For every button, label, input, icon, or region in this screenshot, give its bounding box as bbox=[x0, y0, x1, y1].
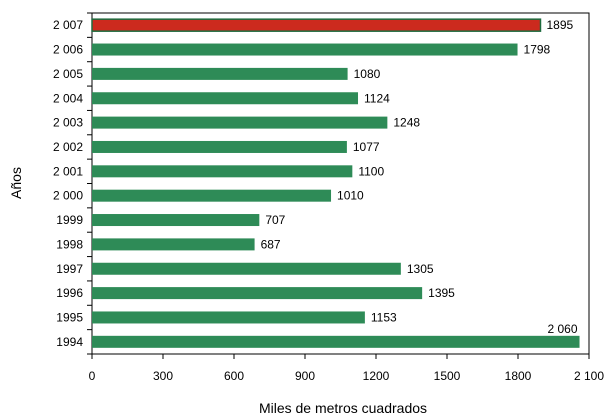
x-tick-label-1500: 1500 bbox=[434, 369, 461, 383]
x-tick-label-2100: 2 100 bbox=[574, 369, 604, 383]
x-tick-label-900: 900 bbox=[295, 369, 315, 383]
value-label-2007: 1895 bbox=[546, 18, 573, 32]
x-tick-label-0: 0 bbox=[89, 369, 96, 383]
value-label-1996: 1395 bbox=[428, 286, 455, 300]
value-label-1997: 1305 bbox=[407, 262, 434, 276]
y-tick-label-1999: 1999 bbox=[56, 213, 83, 227]
bar-2001 bbox=[92, 165, 353, 178]
value-label-1998: 687 bbox=[261, 237, 281, 251]
y-tick-label-2002: 2 002 bbox=[53, 140, 83, 154]
bar-2007 bbox=[91, 18, 542, 32]
y-tick-label-1998: 1998 bbox=[56, 237, 83, 251]
bar-1996 bbox=[92, 287, 423, 300]
y-tick-label-2004: 2 004 bbox=[53, 91, 83, 105]
y-tick-label-2001: 2 001 bbox=[53, 164, 83, 178]
bar-2006 bbox=[92, 43, 518, 56]
value-label-2003: 1248 bbox=[393, 116, 420, 130]
x-tick-label-1800: 1800 bbox=[505, 369, 532, 383]
bars-group bbox=[91, 18, 580, 348]
bar-2004 bbox=[92, 92, 359, 105]
bar-2003 bbox=[92, 116, 388, 129]
x-axis-ticks: 0 300 600 900 1200 1500 1800 2 100 bbox=[89, 354, 604, 383]
bar-1997 bbox=[92, 262, 401, 275]
value-label-2005: 1080 bbox=[354, 67, 381, 81]
y-tick-label-2005: 2 005 bbox=[53, 67, 83, 81]
y-tick-label-2006: 2 006 bbox=[53, 43, 83, 57]
y-tick-label-1996: 1996 bbox=[56, 286, 83, 300]
bar-2000 bbox=[92, 189, 332, 202]
bar-1995 bbox=[92, 311, 365, 324]
y-axis-title: Años bbox=[8, 167, 24, 199]
value-label-2000: 1010 bbox=[337, 189, 364, 203]
x-tick-label-1200: 1200 bbox=[363, 369, 390, 383]
value-label-1995: 1153 bbox=[371, 310, 397, 324]
value-label-1994: 2 060 bbox=[548, 322, 578, 336]
value-label-2001: 1100 bbox=[358, 164, 384, 178]
bar-2002 bbox=[92, 140, 347, 153]
bar-1998 bbox=[92, 238, 255, 251]
y-tick-label-1994: 1994 bbox=[56, 335, 83, 349]
y-tick-label-1997: 1997 bbox=[56, 262, 83, 276]
value-label-2006: 1798 bbox=[524, 43, 551, 57]
y-tick-label-2007: 2 007 bbox=[53, 18, 83, 32]
value-label-1999: 707 bbox=[265, 213, 285, 227]
x-tick-label-300: 300 bbox=[153, 369, 173, 383]
y-tick-label-2003: 2 003 bbox=[53, 116, 83, 130]
y-axis-ticks: 2 007 2 006 2 005 2 004 2 003 2 002 2 001 2 000… bbox=[53, 12, 92, 355]
y-tick-label-1995: 1995 bbox=[56, 310, 83, 324]
x-axis-title: Miles de metros cuadrados bbox=[259, 400, 427, 416]
bar-2005 bbox=[92, 67, 348, 80]
plot-area bbox=[91, 12, 590, 355]
bar-1994 bbox=[92, 335, 580, 348]
value-label-2004: 1124 bbox=[364, 91, 390, 105]
bar-1999 bbox=[92, 214, 260, 227]
value-label-2002: 1077 bbox=[353, 140, 380, 154]
y-tick-label-2000: 2 000 bbox=[53, 189, 83, 203]
x-tick-label-600: 600 bbox=[224, 369, 244, 383]
